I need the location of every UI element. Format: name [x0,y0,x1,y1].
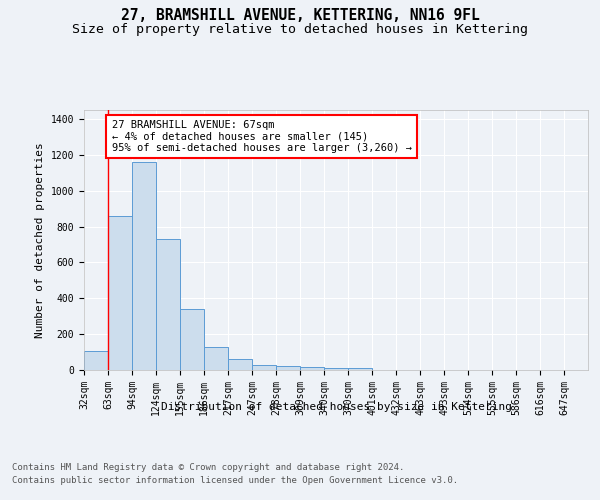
Bar [228,358,252,370]
Bar [132,162,156,370]
Bar [348,368,372,370]
Bar [84,351,108,370]
Bar [252,364,276,370]
Text: 27, BRAMSHILL AVENUE, KETTERING, NN16 9FL: 27, BRAMSHILL AVENUE, KETTERING, NN16 9F… [121,8,479,22]
Bar [180,309,204,370]
Bar [276,366,300,370]
Text: Contains HM Land Registry data © Crown copyright and database right 2024.: Contains HM Land Registry data © Crown c… [12,462,404,471]
Text: Distribution of detached houses by size in Kettering: Distribution of detached houses by size … [161,402,512,412]
Bar [324,368,348,370]
Bar [156,239,180,370]
Text: Size of property relative to detached houses in Kettering: Size of property relative to detached ho… [72,22,528,36]
Bar [300,367,324,370]
Bar [108,216,132,370]
Bar [204,346,228,370]
Y-axis label: Number of detached properties: Number of detached properties [35,142,45,338]
Text: Contains public sector information licensed under the Open Government Licence v3: Contains public sector information licen… [12,476,458,485]
Text: 27 BRAMSHILL AVENUE: 67sqm
← 4% of detached houses are smaller (145)
95% of semi: 27 BRAMSHILL AVENUE: 67sqm ← 4% of detac… [112,120,412,153]
